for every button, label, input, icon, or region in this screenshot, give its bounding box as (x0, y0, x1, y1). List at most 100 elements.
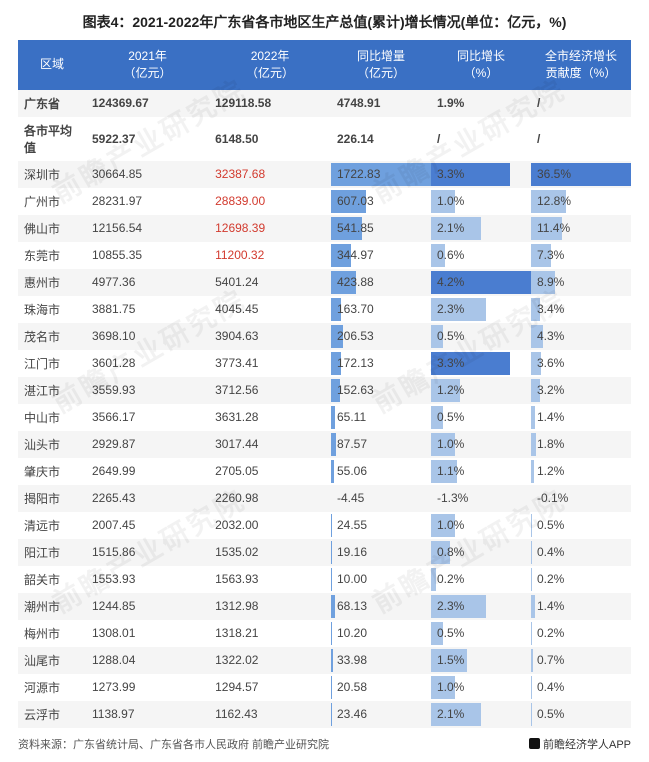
cell-contrib: 0.4% (531, 539, 631, 566)
source-row: 资料来源：广东省统计局、广东省各市人民政府 前瞻产业研究院 前瞻经济学人APP (18, 736, 631, 752)
cell-increment: 172.13 (331, 350, 431, 377)
cell-contrib: 0.5% (531, 701, 631, 728)
cell-contrib: -0.1% (531, 485, 631, 512)
cell-growth: 3.3% (431, 161, 531, 188)
cell-2021: 10855.35 (86, 242, 209, 269)
cell-2022: 3773.41 (209, 350, 331, 377)
cell-2022: 1312.98 (209, 593, 331, 620)
cell-region: 江门市 (18, 350, 86, 377)
cell-contrib: 4.3% (531, 323, 631, 350)
cell-increment: 33.98 (331, 647, 431, 674)
cell-region: 汕头市 (18, 431, 86, 458)
cell-2021: 3601.28 (86, 350, 209, 377)
col-header: 同比增长（%） (431, 40, 531, 90)
cell-growth: -1.3% (431, 485, 531, 512)
table-row: 东莞市10855.3511200.32344.970.6%7.3% (18, 242, 631, 269)
cell-growth: 1.0% (431, 512, 531, 539)
cell-2021: 3566.17 (86, 404, 209, 431)
cell-growth: 0.5% (431, 620, 531, 647)
cell-2021: 2649.99 (86, 458, 209, 485)
cell-2022: 6148.50 (209, 117, 331, 161)
cell-increment: 24.55 (331, 512, 431, 539)
cell-growth: 0.5% (431, 404, 531, 431)
cell-2022: 5401.24 (209, 269, 331, 296)
cell-region: 东莞市 (18, 242, 86, 269)
table-row: 广州市28231.9728839.00607.031.0%12.8% (18, 188, 631, 215)
cell-2022: 1535.02 (209, 539, 331, 566)
cell-increment: 65.11 (331, 404, 431, 431)
table-row: 揭阳市2265.432260.98-4.45-1.3%-0.1% (18, 485, 631, 512)
chart-container: 图表4：2021-2022年广东省各市地区生产总值(累计)增长情况(单位：亿元，… (0, 0, 649, 762)
data-table: 区域2021年（亿元）2022年（亿元）同比增量（亿元）同比增长（%）全市经济增… (18, 40, 631, 728)
col-header: 区域 (18, 40, 86, 90)
cell-contrib: 0.7% (531, 647, 631, 674)
cell-2022: 3631.28 (209, 404, 331, 431)
cell-2021: 30664.85 (86, 161, 209, 188)
cell-contrib: 0.5% (531, 512, 631, 539)
cell-increment: 4748.91 (331, 90, 431, 117)
cell-region: 广东省 (18, 90, 86, 117)
cell-2022: 1563.93 (209, 566, 331, 593)
table-row: 韶关市1553.931563.9310.000.2%0.2% (18, 566, 631, 593)
table-row: 深圳市30664.8532387.681722.833.3%36.5% (18, 161, 631, 188)
table-row: 清远市2007.452032.0024.551.0%0.5% (18, 512, 631, 539)
cell-2022: 32387.68 (209, 161, 331, 188)
cell-growth: 1.2% (431, 377, 531, 404)
cell-contrib: 8.9% (531, 269, 631, 296)
cell-2022: 2032.00 (209, 512, 331, 539)
cell-contrib: 0.2% (531, 620, 631, 647)
cell-2022: 3712.56 (209, 377, 331, 404)
col-header: 同比增量（亿元） (331, 40, 431, 90)
cell-increment: 541.85 (331, 215, 431, 242)
table-row: 梅州市1308.011318.2110.200.5%0.2% (18, 620, 631, 647)
cell-contrib: 7.3% (531, 242, 631, 269)
cell-increment: 344.97 (331, 242, 431, 269)
cell-contrib: / (531, 117, 631, 161)
cell-region: 潮州市 (18, 593, 86, 620)
table-row: 惠州市4977.365401.24423.884.2%8.9% (18, 269, 631, 296)
cell-increment: -4.45 (331, 485, 431, 512)
cell-contrib: 1.2% (531, 458, 631, 485)
cell-2021: 5922.37 (86, 117, 209, 161)
table-row: 阳江市1515.861535.0219.160.8%0.4% (18, 539, 631, 566)
table-row: 江门市3601.283773.41172.133.3%3.6% (18, 350, 631, 377)
cell-increment: 10.00 (331, 566, 431, 593)
cell-2022: 1162.43 (209, 701, 331, 728)
cell-region: 揭阳市 (18, 485, 86, 512)
cell-contrib: 3.6% (531, 350, 631, 377)
cell-2022: 3904.63 (209, 323, 331, 350)
cell-2021: 1138.97 (86, 701, 209, 728)
cell-contrib: 3.4% (531, 296, 631, 323)
cell-2022: 2260.98 (209, 485, 331, 512)
cell-2022: 1318.21 (209, 620, 331, 647)
cell-region: 珠海市 (18, 296, 86, 323)
table-row: 佛山市12156.5412698.39541.852.1%11.4% (18, 215, 631, 242)
cell-growth: 1.5% (431, 647, 531, 674)
cell-increment: 152.63 (331, 377, 431, 404)
table-header: 区域2021年（亿元）2022年（亿元）同比增量（亿元）同比增长（%）全市经济增… (18, 40, 631, 90)
cell-contrib: 0.2% (531, 566, 631, 593)
col-header: 2021年（亿元） (86, 40, 209, 90)
cell-region: 汕尾市 (18, 647, 86, 674)
table-row: 潮州市1244.851312.9868.132.3%1.4% (18, 593, 631, 620)
table-row: 各市平均值5922.376148.50226.14// (18, 117, 631, 161)
cell-growth: 0.6% (431, 242, 531, 269)
cell-growth: 1.1% (431, 458, 531, 485)
cell-2021: 3559.93 (86, 377, 209, 404)
cell-growth: 2.1% (431, 215, 531, 242)
cell-2022: 12698.39 (209, 215, 331, 242)
table-row: 汕头市2929.873017.4487.571.0%1.8% (18, 431, 631, 458)
cell-increment: 19.16 (331, 539, 431, 566)
cell-2021: 28231.97 (86, 188, 209, 215)
cell-region: 各市平均值 (18, 117, 86, 161)
table-row: 汕尾市1288.041322.0233.981.5%0.7% (18, 647, 631, 674)
cell-2022: 11200.32 (209, 242, 331, 269)
chart-title: 图表4：2021-2022年广东省各市地区生产总值(累计)增长情况(单位：亿元，… (18, 12, 631, 32)
cell-2021: 1244.85 (86, 593, 209, 620)
cell-increment: 607.03 (331, 188, 431, 215)
cell-2022: 1322.02 (209, 647, 331, 674)
cell-increment: 206.53 (331, 323, 431, 350)
cell-growth: 1.0% (431, 431, 531, 458)
cell-contrib: 11.4% (531, 215, 631, 242)
cell-2022: 28839.00 (209, 188, 331, 215)
